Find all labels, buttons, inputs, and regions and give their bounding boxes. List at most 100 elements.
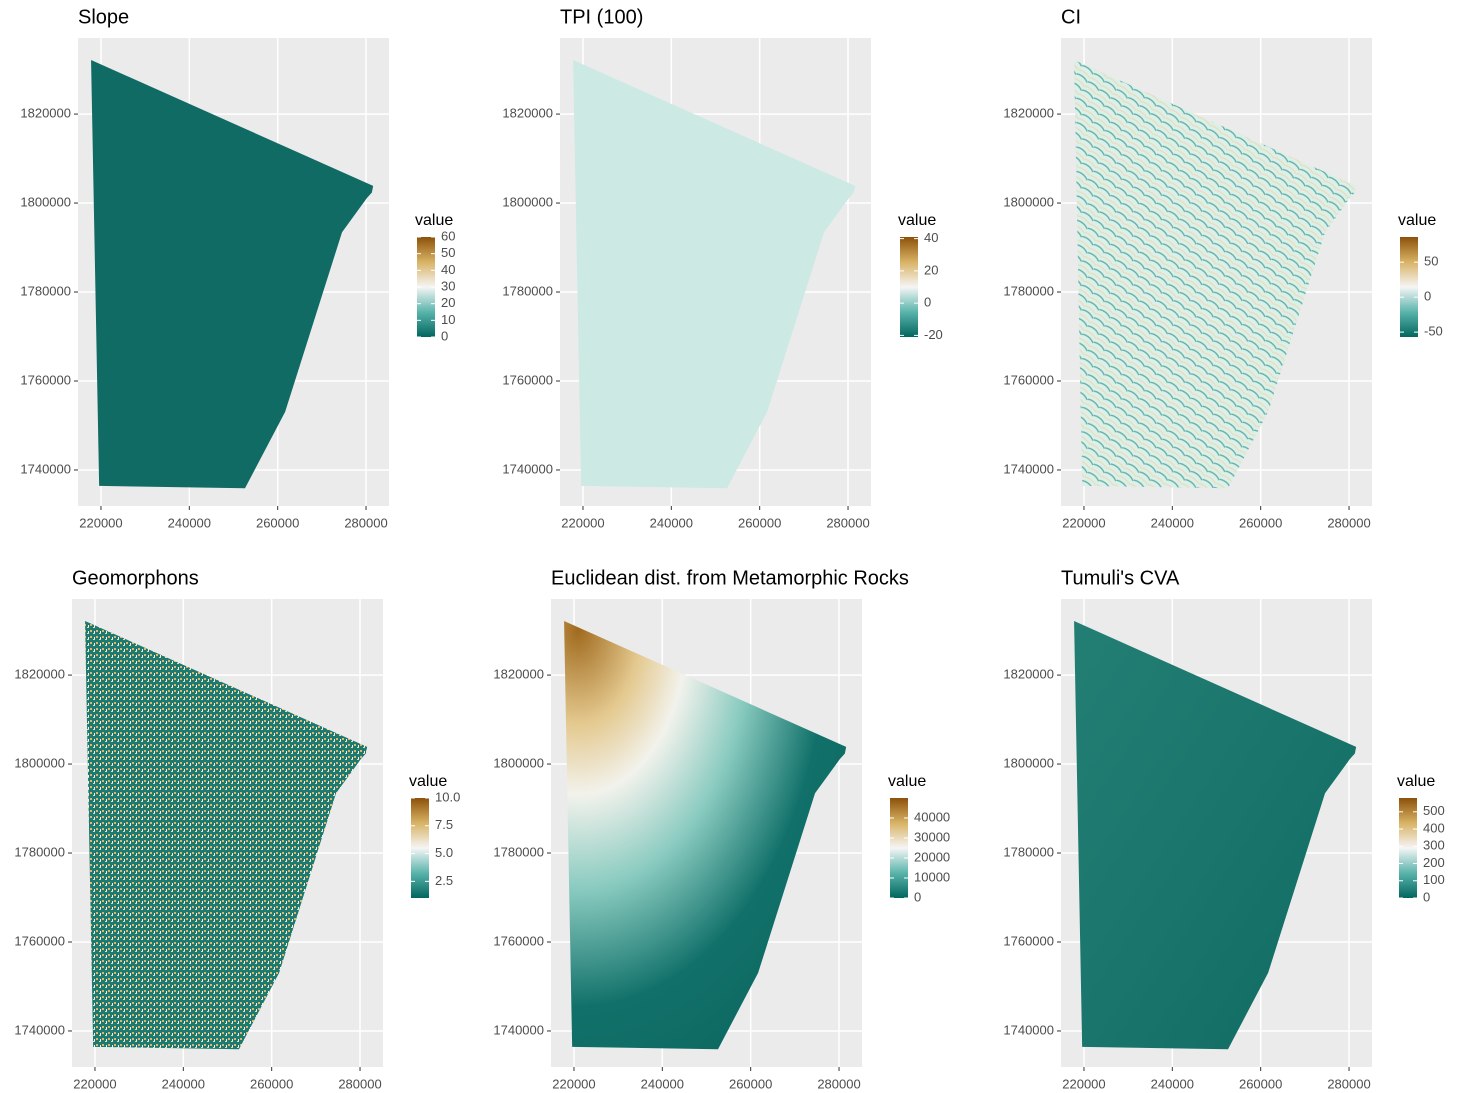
legend-tick-label: 2.5 [435, 873, 453, 888]
panel-title: CI [1061, 6, 1081, 28]
x-tick-label: 280000 [1327, 515, 1370, 530]
legend-tick-label: 0 [924, 295, 931, 310]
legend-tick-label: 300 [1423, 838, 1445, 853]
y-tick-label: 1740000 [14, 1022, 65, 1037]
figure: Slope 220000 240000 260000 280000 1740000 1760… [0, 0, 1463, 1093]
legend-tick-label: 5.0 [435, 845, 453, 860]
x-tick-label: 260000 [729, 1076, 772, 1091]
y-tick-label: 1760000 [14, 933, 65, 948]
colorbar [1400, 237, 1418, 337]
colorbar [411, 798, 429, 898]
y-tick-label: 1760000 [20, 372, 71, 387]
y-tick-label: 1760000 [502, 372, 553, 387]
y-tick-label: 1820000 [502, 106, 553, 121]
legend-title: value [888, 773, 926, 790]
panel-title: Geomorphons [72, 567, 199, 589]
legend-tick-label: 40 [441, 262, 455, 277]
x-tick-label: 220000 [552, 1076, 595, 1091]
x-tick-label: 260000 [1239, 515, 1282, 530]
y-tick-label: 1740000 [20, 461, 71, 476]
y-tick-label: 1760000 [493, 933, 544, 948]
y-tick-label: 1780000 [493, 844, 544, 859]
x-tick-label: 220000 [1062, 1076, 1105, 1091]
y-tick-label: 1780000 [14, 844, 65, 859]
x-tick-label: 240000 [641, 1076, 684, 1091]
x-tick-label: 220000 [79, 515, 122, 530]
legend-tick-label: 0 [1423, 889, 1430, 904]
x-tick-label: 240000 [168, 515, 211, 530]
legend-title: value [1397, 773, 1435, 790]
x-tick-label: 280000 [826, 515, 869, 530]
legend-tick-label: 20000 [914, 849, 950, 864]
legend-tick-label: 0 [1424, 289, 1431, 304]
y-tick-label: 1740000 [502, 461, 553, 476]
y-tick-label: 1780000 [20, 283, 71, 298]
x-tick-label: 280000 [338, 1076, 381, 1091]
legend-tick-label: 40 [924, 230, 938, 245]
x-tick-label: 280000 [344, 515, 387, 530]
legend-tick-label: 50 [441, 245, 455, 260]
legend-tick-label: 50 [1424, 254, 1438, 269]
x-tick-label: 260000 [256, 515, 299, 530]
x-tick-label: 260000 [738, 515, 781, 530]
legend-title: value [409, 773, 447, 790]
colorbar [900, 237, 918, 337]
x-tick-label: 240000 [650, 515, 693, 530]
legend-tick-label: 500 [1423, 803, 1445, 818]
panel-title: TPI (100) [560, 6, 643, 28]
x-tick-label: 220000 [1062, 515, 1105, 530]
y-tick-label: 1780000 [1003, 283, 1054, 298]
y-tick-label: 1740000 [1003, 461, 1054, 476]
legend-tick-label: 40000 [914, 809, 950, 824]
panel-title: Tumuli's CVA [1061, 567, 1180, 589]
legend-tick-label: 10000 [914, 869, 950, 884]
x-tick-label: 260000 [1239, 1076, 1282, 1091]
legend-tick-label: 0 [914, 889, 921, 904]
y-tick-label: 1740000 [493, 1022, 544, 1037]
y-tick-label: 1820000 [14, 667, 65, 682]
y-tick-label: 1800000 [14, 755, 65, 770]
y-tick-label: 1800000 [1003, 194, 1054, 209]
y-tick-label: 1800000 [493, 755, 544, 770]
y-tick-label: 1740000 [1003, 1022, 1054, 1037]
x-tick-label: 240000 [1151, 1076, 1194, 1091]
y-tick-label: 1800000 [1003, 755, 1054, 770]
legend-title: value [1398, 212, 1436, 229]
y-tick-label: 1760000 [1003, 933, 1054, 948]
panel-title: Slope [78, 6, 129, 28]
legend-tick-label: 400 [1423, 820, 1445, 835]
y-tick-label: 1820000 [1003, 667, 1054, 682]
y-tick-label: 1820000 [493, 667, 544, 682]
x-tick-label: 220000 [73, 1076, 116, 1091]
y-tick-label: 1820000 [20, 106, 71, 121]
colorbar [890, 798, 908, 898]
legend-tick-label: 30000 [914, 829, 950, 844]
legend-tick-label: 10.0 [435, 789, 460, 804]
panel-title: Euclidean dist. from Metamorphic Rocks [551, 567, 909, 589]
legend-tick-label: 100 [1423, 872, 1445, 887]
legend-tick-label: 0 [441, 328, 448, 343]
legend-tick-label: -50 [1424, 324, 1443, 339]
y-tick-label: 1780000 [502, 283, 553, 298]
legend-tick-label: 200 [1423, 855, 1445, 870]
y-tick-label: 1760000 [1003, 372, 1054, 387]
x-tick-label: 220000 [561, 515, 604, 530]
legend-tick-label: 30 [441, 278, 455, 293]
x-tick-label: 240000 [1151, 515, 1194, 530]
x-tick-label: 280000 [1327, 1076, 1370, 1091]
y-tick-label: 1780000 [1003, 844, 1054, 859]
colorbar [1399, 798, 1417, 898]
legend-tick-label: -20 [924, 327, 943, 342]
legend-title: value [415, 212, 453, 229]
x-tick-label: 240000 [162, 1076, 205, 1091]
legend-tick-label: 10 [441, 312, 455, 327]
y-tick-label: 1800000 [502, 194, 553, 209]
x-tick-label: 260000 [250, 1076, 293, 1091]
y-tick-label: 1820000 [1003, 106, 1054, 121]
legend-tick-label: 60 [441, 228, 455, 243]
y-tick-label: 1800000 [20, 194, 71, 209]
x-tick-label: 280000 [817, 1076, 860, 1091]
legend-title: value [898, 212, 936, 229]
legend-tick-label: 20 [441, 295, 455, 310]
legend-tick-label: 7.5 [435, 817, 453, 832]
